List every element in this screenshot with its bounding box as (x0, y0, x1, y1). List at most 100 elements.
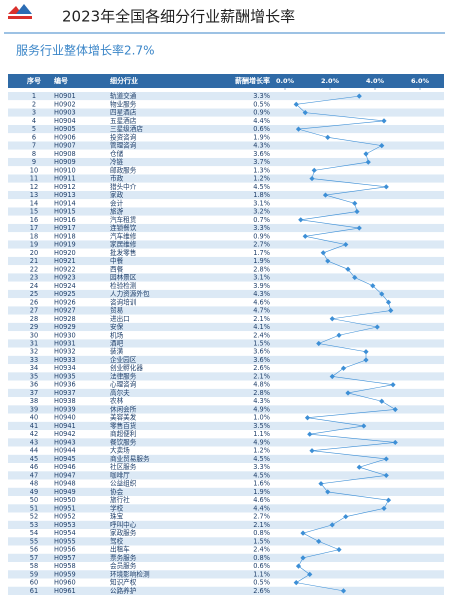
row-name: 仓储 (110, 149, 124, 158)
row-code: H0920 (54, 249, 76, 257)
row-id: 33 (30, 356, 38, 364)
row-id: 27 (30, 307, 38, 315)
row-code: H0929 (54, 323, 76, 331)
row-band (8, 223, 444, 233)
value-dot (325, 134, 331, 140)
row-band (8, 157, 444, 167)
row-band (8, 463, 444, 472)
row-band (8, 166, 444, 175)
row-id: 56 (30, 546, 38, 554)
value-dot (365, 159, 371, 165)
value-dot (379, 142, 385, 149)
row-id: 32 (30, 348, 38, 356)
row-name: 美容美发 (110, 413, 137, 422)
row-code: H0923 (54, 274, 76, 282)
value-label: 1.3% (253, 166, 270, 174)
row-id: 2 (32, 100, 36, 108)
value-label: 2.4% (253, 331, 270, 339)
row-code: H0924 (54, 282, 76, 290)
value-label: 1.8% (253, 191, 270, 199)
row-id: 1 (32, 92, 36, 100)
row-code: H0930 (54, 331, 76, 339)
row-name: 投资咨询 (110, 132, 137, 141)
row-name: 园林景区 (110, 273, 137, 282)
row-band (8, 537, 444, 546)
row-code: H0925 (54, 290, 76, 298)
row-id: 14 (30, 199, 38, 207)
row-id: 25 (30, 290, 38, 298)
value-dot (390, 382, 396, 388)
value-dot (316, 538, 322, 545)
row-code: H0955 (54, 537, 76, 545)
row-name: 家政 (110, 190, 124, 199)
row-band (8, 520, 444, 530)
row-id: 49 (30, 488, 38, 496)
row-id: 46 (30, 463, 38, 471)
value-label: 4.9% (253, 438, 270, 446)
row-band (8, 496, 444, 505)
row-code: H0951 (54, 504, 76, 512)
value-dot (356, 225, 362, 231)
value-label: 1.1% (253, 570, 270, 578)
row-id: 38 (30, 397, 38, 405)
column-header: 细分行业 (110, 76, 138, 85)
row-id: 11 (30, 175, 38, 183)
value-label: 4.5% (253, 471, 270, 479)
column-header: 序号 (26, 76, 41, 85)
row-band (8, 331, 444, 340)
value-dot (293, 580, 299, 586)
row-name: 社区服务 (110, 462, 137, 471)
row-code: H0909 (54, 158, 76, 166)
value-dot (363, 357, 369, 363)
value-label: 1.9% (253, 133, 270, 141)
row-id: 21 (30, 257, 38, 265)
value-label: 1.5% (253, 340, 270, 348)
row-name: 检验检测 (110, 281, 137, 290)
row-name: 咖啡厅 (110, 470, 130, 479)
row-name: 休闲会所 (110, 404, 137, 413)
value-label: 3.6% (253, 348, 270, 356)
value-label: 4.1% (253, 323, 270, 331)
value-label: 2.7% (253, 513, 270, 521)
row-code: H0931 (54, 340, 76, 348)
row-name: 餐饮服务 (110, 437, 137, 446)
row-name: 环境影响检测 (110, 569, 150, 578)
row-name: 高尔夫 (110, 388, 130, 397)
row-band (8, 372, 444, 381)
row-code: H0948 (54, 480, 76, 488)
row-name: 轨道交通 (110, 91, 137, 100)
row-id: 5 (32, 125, 36, 133)
row-name: 旅行社 (110, 495, 130, 504)
value-label: 0.9% (253, 109, 270, 117)
row-id: 22 (30, 265, 38, 273)
value-dot (392, 406, 398, 413)
value-label: 4.8% (253, 381, 270, 389)
row-code: H0932 (54, 348, 76, 356)
value-label: 0.9% (253, 232, 270, 240)
row-code: H0903 (54, 109, 76, 117)
value-dot (336, 547, 342, 553)
row-name: 邮政服务 (110, 165, 137, 174)
row-name: 冷链 (110, 157, 124, 166)
row-code: H0957 (54, 554, 76, 562)
row-name: 管理咨询 (110, 141, 137, 150)
value-label: 1.7% (253, 249, 270, 257)
row-band (8, 116, 444, 125)
row-id: 48 (30, 480, 38, 488)
row-name: 零售百货 (110, 421, 137, 430)
row-band (8, 529, 444, 538)
row-band (8, 248, 444, 257)
value-label: 4.3% (253, 142, 270, 150)
row-code: H0917 (54, 224, 76, 232)
value-label: 3.3% (253, 92, 270, 100)
value-dot (345, 266, 351, 272)
row-band (8, 174, 444, 183)
value-label: 1.0% (253, 414, 270, 422)
value-label: 3.1% (253, 274, 270, 282)
row-band (8, 562, 444, 571)
row-band (8, 265, 444, 274)
row-band (8, 413, 444, 422)
value-dot (388, 307, 394, 314)
row-band (8, 388, 444, 398)
logo (8, 4, 32, 19)
